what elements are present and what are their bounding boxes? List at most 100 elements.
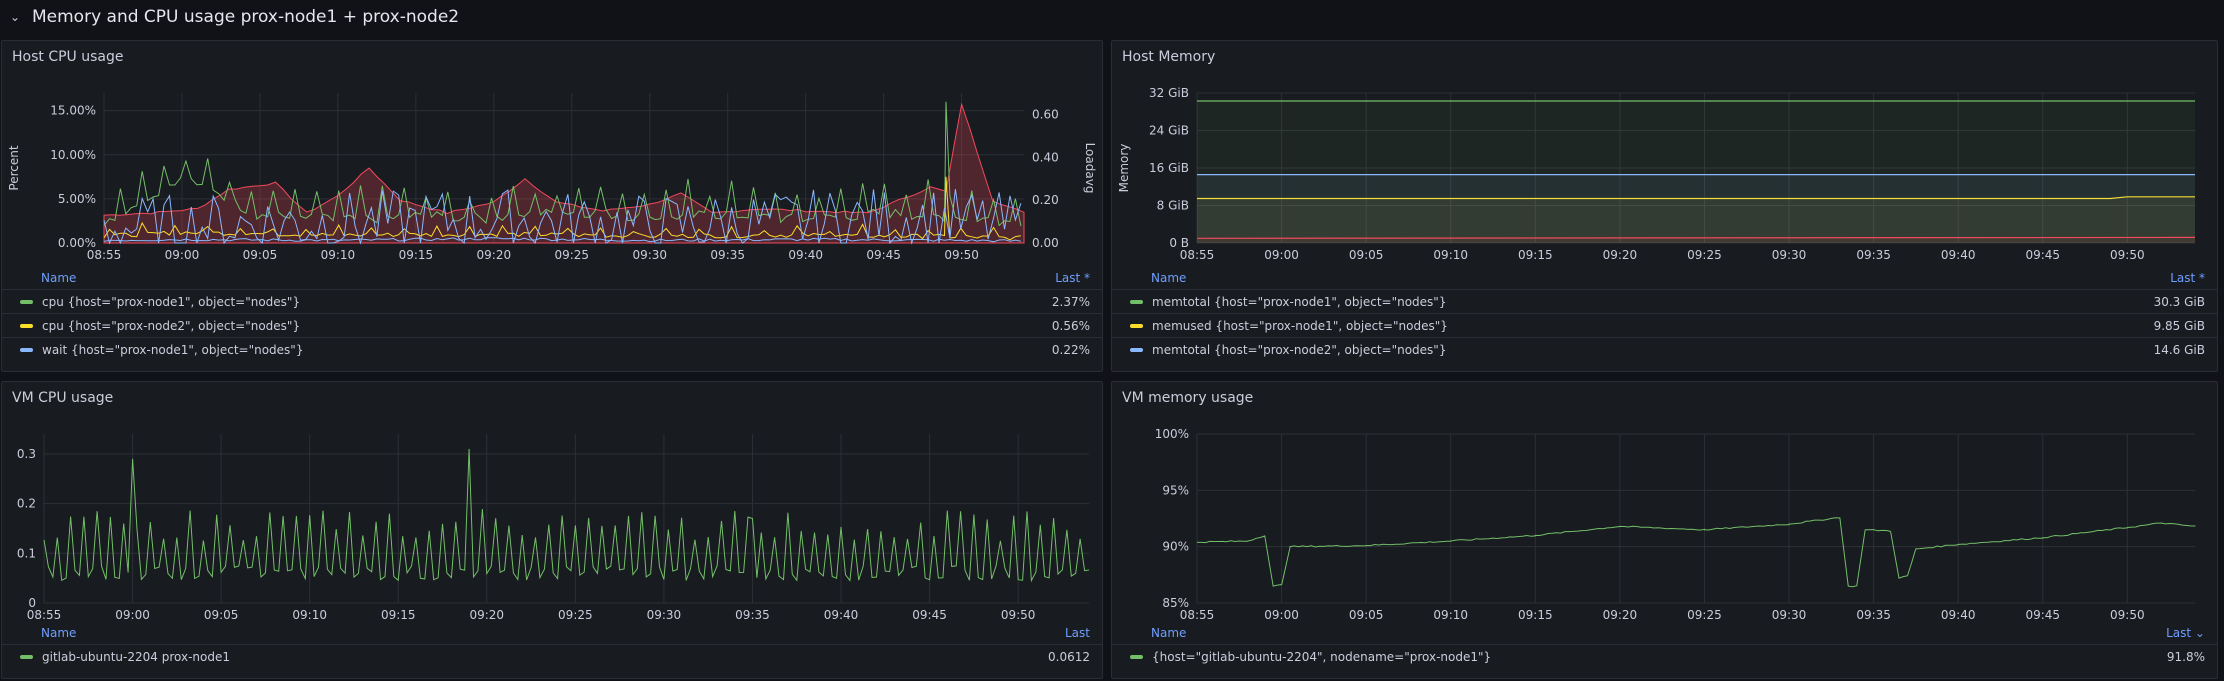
chevron-down-icon[interactable]: ⌄ (10, 10, 21, 24)
x-tick-label: 09:10 (1433, 608, 1468, 622)
legend-item[interactable]: memtotal {host="prox-node2", object="nod… (1112, 337, 2217, 361)
legend-item[interactable]: wait {host="prox-node1", object="nodes"}… (2, 337, 1102, 361)
panel-title: VM memory usage (1122, 390, 1254, 406)
legend-item-name: memused {host="prox-node1", object="node… (1152, 319, 1448, 333)
legend-item-name: memtotal {host="prox-node1", object="nod… (1152, 295, 1447, 309)
legend-last-header[interactable]: Last * (2170, 271, 2205, 285)
x-tick-label: 09:45 (912, 608, 947, 622)
x-tick-label: 09:15 (381, 608, 416, 622)
host-cpu-panel[interactable]: Host CPU usage 08:55 09:00 09:05 09:10 09:15… (1, 40, 1103, 372)
series-area (1197, 174, 2195, 243)
x-tick-label: 09:40 (1941, 248, 1976, 261)
y-tick-label: 0.3 (17, 447, 36, 461)
legend-name-header[interactable]: Name (1151, 271, 1187, 285)
x-tick-label: 09:00 (115, 608, 150, 622)
y-axis-label-right: Loadavg (1083, 143, 1097, 194)
x-tick-label: 09:15 (399, 248, 434, 261)
legend: Name Last ⌄ {host="gitlab-ubuntu-2204", … (1112, 622, 2217, 668)
x-tick-label: 08:55 (1180, 248, 1215, 261)
x-tick-label: 09:45 (2025, 608, 2060, 622)
x-tick-label: 09:05 (1349, 248, 1384, 261)
y-tick-label: 8 GiB (1157, 199, 1189, 213)
vm-cpu-chart[interactable]: 08:55 09:00 09:05 09:10 09:15 09:20 09:25 09:30… (2, 382, 1104, 622)
legend-item-name: memtotal {host="prox-node2", object="nod… (1152, 343, 1447, 357)
legend-item[interactable]: gitlab-ubuntu-2204 prox-node1 0.0612 (2, 644, 1102, 668)
x-tick-label: 08:55 (27, 608, 62, 622)
x-tick-label: 09:30 (1772, 248, 1807, 261)
y-tick-label: 0.00 (1032, 236, 1059, 250)
y-tick-label: 0.00% (58, 236, 96, 250)
legend: Name Last * memtotal {host="prox-node1",… (1112, 267, 2217, 361)
legend-item[interactable]: cpu {host="prox-node2", object="nodes"} … (2, 313, 1102, 337)
legend-item-value: 0.0612 (1048, 650, 1090, 664)
row-title: Memory and CPU usage prox-node1 + prox-n… (32, 7, 460, 27)
legend-name-header[interactable]: Name (1151, 626, 1187, 640)
y-tick-label: 90% (1162, 540, 1189, 554)
vm-memory-panel[interactable]: VM memory usage 08:55 09:00 09:05 09:10 09:1… (1111, 381, 2218, 679)
series-line (1197, 196, 2195, 200)
x-tick-label: 09:05 (204, 608, 239, 622)
y-tick-label: 100% (1155, 427, 1189, 441)
x-tick-label: 09:35 (1856, 608, 1891, 622)
x-tick-label: 09:35 (1856, 248, 1891, 261)
x-tick-label: 09:10 (292, 608, 327, 622)
legend-name-header[interactable]: Name (41, 271, 77, 285)
legend-item-name: {host="gitlab-ubuntu-2204", nodename="pr… (1152, 650, 1492, 664)
y-tick-label: 0 B (1169, 236, 1189, 250)
series-swatch (20, 300, 33, 304)
series-line (103, 237, 1021, 243)
panel-title: VM CPU usage (12, 390, 114, 406)
y-tick-label: 0 (28, 596, 36, 610)
y-tick-label: 0.40 (1032, 150, 1059, 164)
y-tick-label: 0.1 (17, 546, 36, 560)
x-tick-label: 08:55 (1180, 608, 1215, 622)
y-tick-label: 0.20 (1032, 193, 1059, 207)
y-tick-label: 0.2 (17, 497, 36, 511)
y-tick-label: 85% (1162, 596, 1189, 610)
series-area (1197, 101, 2195, 243)
host-cpu-chart[interactable]: 08:55 09:00 09:05 09:10 09:15 09:20 09:25 09:30… (2, 41, 1104, 261)
legend-last-header[interactable]: Last (1065, 626, 1090, 640)
series-line (43, 448, 1090, 583)
x-tick-label: 09:40 (824, 608, 859, 622)
legend-name-header[interactable]: Name (41, 626, 77, 640)
legend-last-header[interactable]: Last ⌄ (2166, 626, 2205, 640)
x-tick-label: 09:05 (1349, 608, 1384, 622)
x-tick-label: 09:20 (469, 608, 504, 622)
legend-item-name: wait {host="prox-node1", object="nodes"} (42, 343, 304, 357)
x-tick-label: 09:50 (944, 248, 979, 261)
host-memory-panel[interactable]: Host Memory 08:55 09:00 09:05 09:10 09:15 09:… (1111, 40, 2218, 372)
vm-memory-chart[interactable]: 08:55 09:00 09:05 09:10 09:15 09:20 09:25 09:30… (1112, 382, 2219, 622)
series-line (1196, 517, 2196, 588)
legend-item[interactable]: cpu {host="prox-node1", object="nodes"} … (2, 289, 1102, 313)
series-area (1197, 237, 2195, 243)
legend-item[interactable]: memused {host="prox-node1", object="node… (1112, 313, 2217, 337)
legend-item-value: 2.37% (1051, 295, 1090, 309)
series-swatch (20, 655, 33, 659)
series-swatch (1130, 348, 1143, 352)
host-memory-chart[interactable]: 08:55 09:00 09:05 09:10 09:15 09:20 09:25 09:30… (1112, 41, 2219, 261)
x-tick-label: 09:00 (1264, 608, 1299, 622)
x-tick-label: 09:25 (554, 248, 589, 261)
legend-item-value: 0.56% (1051, 319, 1090, 333)
legend-item[interactable]: memtotal {host="prox-node1", object="nod… (1112, 289, 2217, 313)
dashboard-row-header[interactable]: ⌄ Memory and CPU usage prox-node1 + prox… (0, 0, 2224, 34)
x-tick-label: 09:25 (558, 608, 593, 622)
series-swatch (1130, 655, 1143, 659)
x-tick-label: 09:00 (1264, 248, 1299, 261)
x-tick-label: 09:25 (1687, 248, 1722, 261)
legend-last-header[interactable]: Last * (1055, 271, 1090, 285)
x-tick-label: 09:15 (1518, 248, 1553, 261)
x-tick-label: 09:45 (866, 248, 901, 261)
series-swatch (20, 324, 33, 328)
y-tick-label: 32 GiB (1149, 86, 1189, 100)
y-tick-label: 10.00% (50, 148, 96, 162)
y-axis-label: Memory (1117, 144, 1131, 193)
legend-item[interactable]: {host="gitlab-ubuntu-2204", nodename="pr… (1112, 644, 2217, 668)
legend-item-value: 91.8% (2166, 650, 2205, 664)
vm-cpu-panel[interactable]: VM CPU usage 08:55 09:00 09:05 09:10 09:15 09… (1, 381, 1103, 679)
x-tick-label: 08:55 (87, 248, 122, 261)
y-axis-label-left: Percent (7, 145, 21, 190)
x-tick-label: 09:50 (1001, 608, 1036, 622)
x-tick-label: 09:40 (1941, 608, 1976, 622)
